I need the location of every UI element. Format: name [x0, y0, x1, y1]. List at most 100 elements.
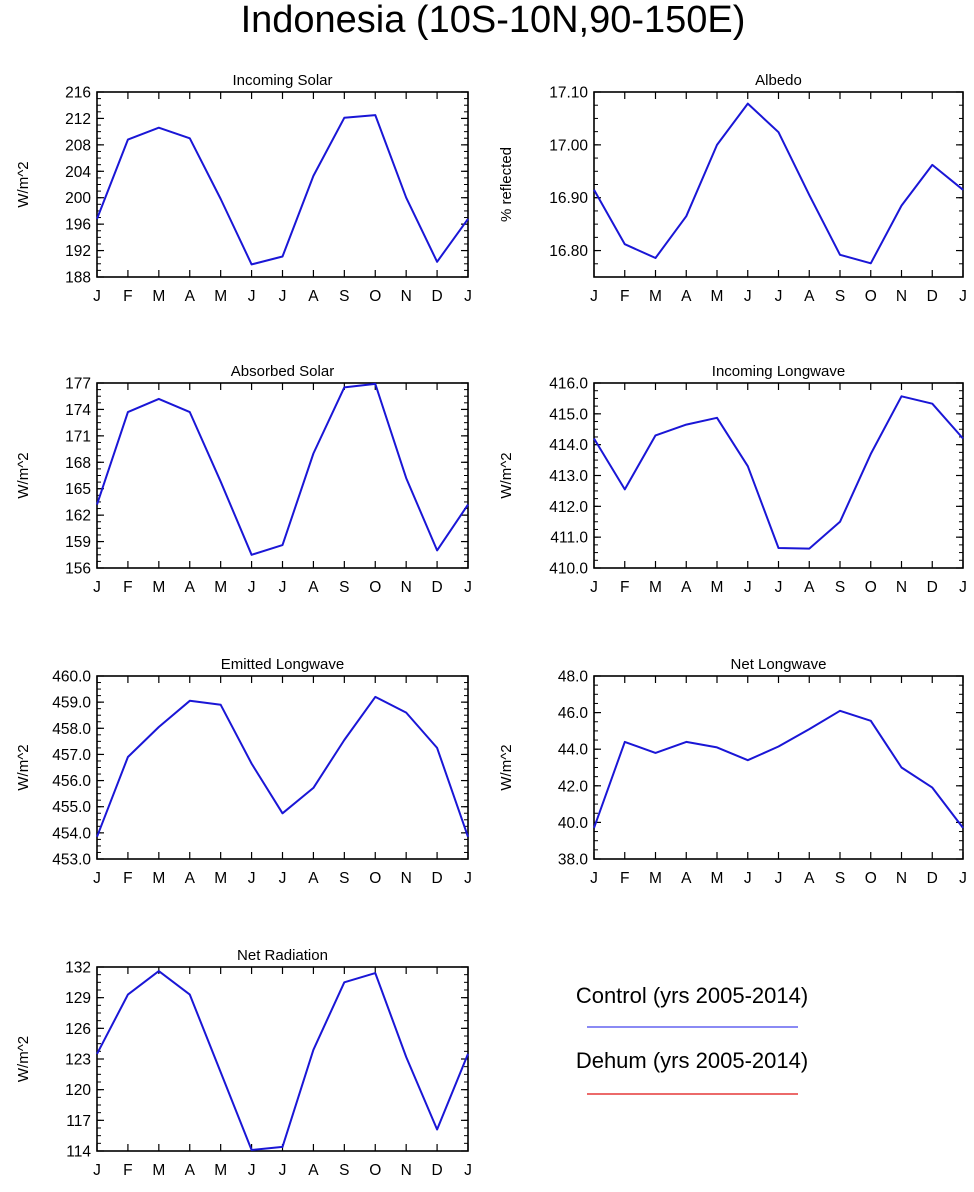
x-tick-label: O — [865, 288, 877, 305]
y-tick-label: 459.0 — [52, 695, 91, 712]
x-tick-label: S — [339, 1162, 349, 1179]
y-tick-label: 460.0 — [52, 669, 91, 686]
chart-title: Net Radiation — [237, 947, 328, 964]
x-tick-label: D — [927, 579, 938, 596]
x-tick-label: J — [464, 579, 472, 596]
x-tick-label: O — [865, 870, 877, 887]
plot-frame — [96, 382, 469, 569]
x-tick-label: J — [744, 579, 752, 596]
x-tick-label: J — [464, 1162, 472, 1179]
y-axis-label: W/m^2 — [15, 1036, 32, 1082]
chart-title: Emitted Longwave — [221, 656, 344, 673]
y-tick-label: 457.0 — [52, 747, 91, 764]
x-tick-label: J — [248, 288, 256, 305]
y-tick-label: 156 — [65, 561, 91, 578]
x-tick-label: A — [308, 579, 319, 596]
y-tick-label: 129 — [65, 990, 91, 1007]
x-tick-label: J — [279, 870, 287, 887]
x-tick-label: J — [959, 579, 967, 596]
x-tick-label: J — [744, 288, 752, 305]
y-tick-label: 162 — [65, 508, 91, 525]
y-tick-label: 177 — [65, 376, 91, 393]
y-axis-label: W/m^2 — [498, 452, 515, 498]
x-tick-label: F — [620, 870, 629, 887]
y-axis-label: W/m^2 — [15, 744, 32, 790]
y-tick-label: 40.0 — [558, 815, 589, 832]
x-tick-label: D — [431, 579, 442, 596]
series-line-control — [593, 395, 964, 550]
x-tick-label: N — [896, 579, 907, 596]
x-tick-label: M — [711, 870, 724, 887]
x-tick-label: M — [152, 579, 165, 596]
x-tick-label: J — [279, 1162, 287, 1179]
x-tick-label: J — [93, 1162, 101, 1179]
x-tick-label: N — [401, 579, 412, 596]
x-tick-label: M — [649, 579, 662, 596]
x-tick-label: D — [927, 288, 938, 305]
y-tick-label: 159 — [65, 534, 91, 551]
y-tick-label: 16.80 — [549, 243, 588, 260]
page-title: Indonesia (10S-10N,90-150E) — [241, 0, 746, 41]
x-tick-label: S — [339, 579, 349, 596]
x-tick-label: N — [896, 288, 907, 305]
x-tick-label: S — [339, 870, 349, 887]
series-line-control — [593, 102, 964, 265]
x-tick-label: J — [775, 288, 783, 305]
y-tick-label: 204 — [65, 164, 91, 181]
x-tick-label: F — [620, 288, 629, 305]
x-tick-label: A — [308, 870, 319, 887]
chart-title: Absorbed Solar — [231, 363, 334, 380]
x-tick-label: F — [123, 288, 132, 305]
y-tick-label: 171 — [65, 428, 91, 445]
x-tick-label: M — [152, 870, 165, 887]
x-tick-label: N — [896, 870, 907, 887]
x-tick-label: O — [369, 579, 381, 596]
x-tick-label: J — [279, 579, 287, 596]
y-tick-label: 38.0 — [558, 852, 589, 869]
y-tick-label: 458.0 — [52, 721, 91, 738]
chart-panel-7: Net Radiation W/m^2 114 117 120 123 126 129 132 J… — [15, 947, 472, 1179]
y-tick-label: 123 — [65, 1052, 91, 1069]
y-tick-label: 192 — [65, 243, 91, 260]
x-tick-label: N — [401, 1162, 412, 1179]
series-line-control — [96, 970, 469, 1151]
chart-title: Incoming Solar — [232, 72, 332, 89]
y-tick-label: 114 — [66, 1144, 91, 1161]
x-tick-label: A — [308, 1162, 319, 1179]
x-tick-label: A — [804, 870, 815, 887]
x-tick-label: S — [339, 288, 349, 305]
y-axis-label: W/m^2 — [498, 744, 515, 790]
x-tick-label: J — [279, 288, 287, 305]
x-tick-label: M — [649, 870, 662, 887]
x-tick-label: A — [185, 870, 196, 887]
y-tick-label: 212 — [65, 111, 91, 128]
x-tick-label: M — [711, 579, 724, 596]
y-tick-label: 208 — [65, 137, 91, 154]
x-tick-label: J — [93, 288, 101, 305]
chart-panel-4: Incoming Longwave W/m^2 410.0 411.0 412.0 413… — [498, 363, 967, 596]
y-tick-label: 126 — [65, 1021, 91, 1038]
x-tick-label: F — [620, 579, 629, 596]
chart-panel-3: Absorbed Solar W/m^2 156 159 162 165 168 171 174… — [15, 363, 472, 596]
plot-frame — [593, 382, 964, 569]
x-tick-label: A — [681, 288, 692, 305]
x-tick-label: N — [401, 870, 412, 887]
y-tick-label: 415.0 — [549, 406, 588, 423]
y-tick-label: 16.90 — [549, 190, 588, 207]
plot-frame — [593, 91, 964, 278]
x-tick-label: A — [804, 579, 815, 596]
x-tick-label: M — [214, 870, 227, 887]
chart-panel-2: Albedo % reflected 16.80 16.90 17.00 17.10 J F M… — [498, 72, 967, 305]
y-axis-label: % reflected — [498, 147, 515, 222]
y-tick-label: 455.0 — [52, 799, 91, 816]
x-tick-label: J — [959, 870, 967, 887]
y-axis-label: W/m^2 — [15, 161, 32, 207]
x-tick-label: A — [681, 579, 692, 596]
y-tick-label: 414.0 — [549, 437, 588, 454]
y-tick-label: 216 — [65, 85, 91, 102]
x-tick-label: M — [152, 288, 165, 305]
x-tick-label: M — [214, 1162, 227, 1179]
series-line-control — [96, 114, 469, 266]
series-line-control — [96, 695, 469, 838]
